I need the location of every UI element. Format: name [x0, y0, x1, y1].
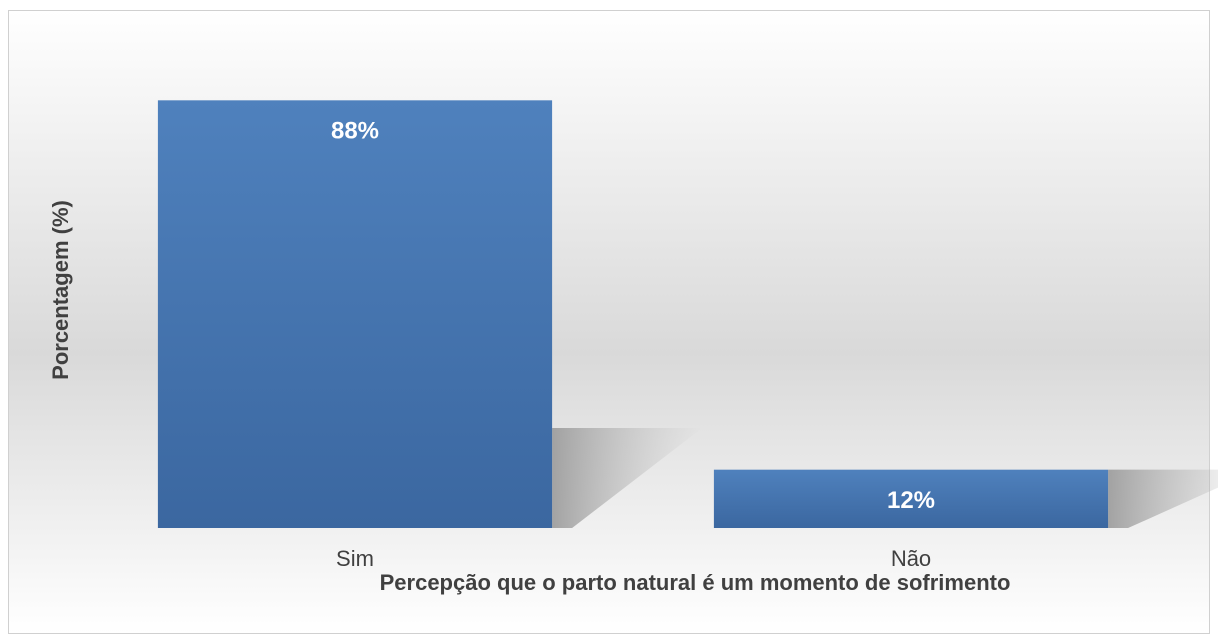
x-tick-label: Sim [336, 546, 374, 571]
x-axis-title: Percepção que o parto natural é um momen… [380, 570, 1011, 595]
value-label: 88% [331, 118, 379, 145]
bar [713, 469, 1109, 528]
bar [157, 100, 553, 528]
value-label: 12% [887, 487, 935, 514]
bar-shadow [1108, 469, 1218, 528]
bar-shadow [552, 428, 703, 528]
y-axis-title: Porcentagem (%) [48, 200, 73, 380]
x-tick-label: Não [891, 546, 931, 571]
